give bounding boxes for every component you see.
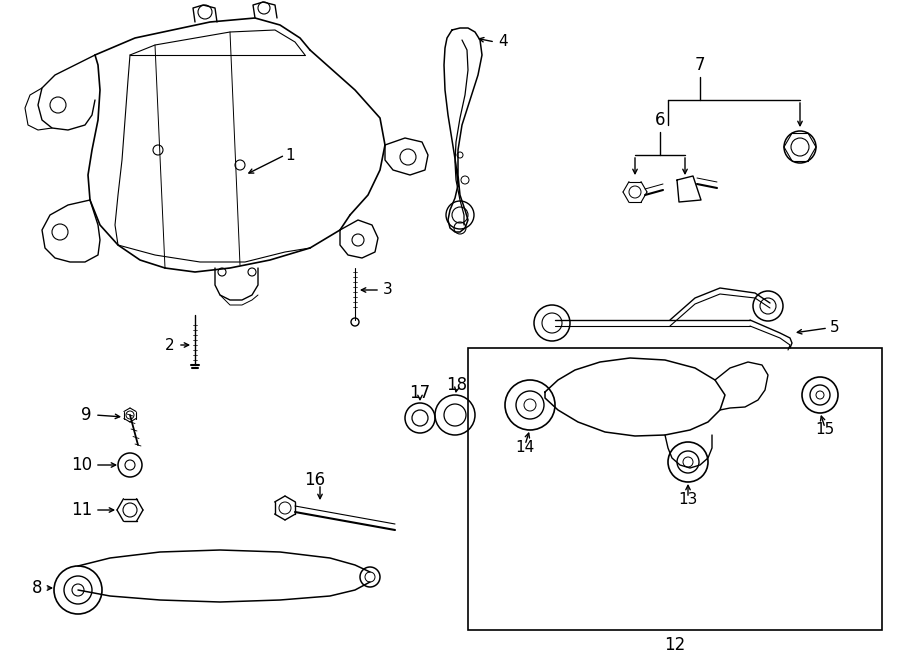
Text: 9: 9 xyxy=(82,406,92,424)
Text: 12: 12 xyxy=(664,636,686,654)
Text: 5: 5 xyxy=(830,321,840,336)
Text: 11: 11 xyxy=(71,501,92,519)
Text: 13: 13 xyxy=(679,492,698,508)
Text: 17: 17 xyxy=(410,384,430,402)
Text: 6: 6 xyxy=(655,111,665,129)
Text: 18: 18 xyxy=(446,376,468,394)
Text: 4: 4 xyxy=(498,34,508,50)
Text: 7: 7 xyxy=(695,56,706,74)
Text: 3: 3 xyxy=(383,282,392,297)
Text: 1: 1 xyxy=(285,147,294,163)
Text: 2: 2 xyxy=(166,338,175,352)
Text: 8: 8 xyxy=(32,579,42,597)
Text: 15: 15 xyxy=(815,422,834,438)
Text: 10: 10 xyxy=(71,456,92,474)
Text: 16: 16 xyxy=(304,471,326,489)
Text: 14: 14 xyxy=(516,440,535,455)
Bar xyxy=(468,348,882,630)
